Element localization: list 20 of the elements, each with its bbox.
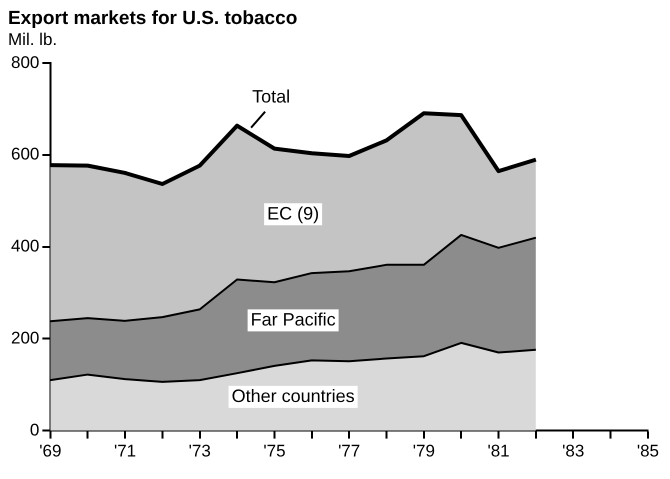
- series-label: Far Pacific: [250, 309, 336, 330]
- x-tick-label: '69: [39, 441, 62, 460]
- series-label: Other countries: [232, 386, 355, 406]
- x-tick-label: '77: [338, 441, 360, 460]
- x-tick-label: '73: [188, 441, 211, 460]
- series-label: EC (9): [267, 203, 320, 224]
- x-tick-label: '81: [487, 441, 510, 460]
- y-axis-title: Mil. lb.: [8, 30, 58, 50]
- x-tick-label: '83: [562, 441, 584, 460]
- y-tick-label: 400: [10, 236, 40, 256]
- y-tick-label: 800: [10, 52, 40, 72]
- chart-title: Export markets for U.S. tobacco: [8, 8, 298, 30]
- x-tick-label: '71: [114, 441, 136, 460]
- y-tick-label: 200: [10, 328, 40, 348]
- y-tick-label: 0: [30, 420, 40, 440]
- x-tick-label: '85: [636, 441, 659, 460]
- x-tick-label: '79: [412, 441, 435, 460]
- annotation: Total: [252, 86, 290, 107]
- y-tick-label: 600: [10, 144, 40, 164]
- x-tick-label: '75: [263, 441, 286, 460]
